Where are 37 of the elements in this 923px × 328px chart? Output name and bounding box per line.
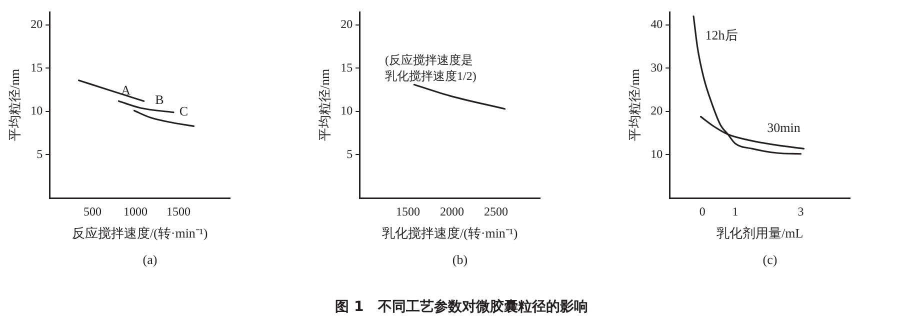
y-tick-label: 10 xyxy=(340,104,353,118)
y-axis-title: 平均粒径/nm xyxy=(317,68,332,142)
y-tick-label: 15 xyxy=(340,60,353,74)
y-axis-title: 平均粒径/nm xyxy=(627,68,642,142)
y-tick-label: 20 xyxy=(340,17,353,32)
x-tick-label: 1 xyxy=(732,204,738,218)
line-series xyxy=(692,16,802,155)
text: (a) xyxy=(142,252,158,268)
x-tick-label: 3 xyxy=(798,204,804,218)
y-tick-label: 15 xyxy=(30,60,43,74)
x-tick-label: 1500 xyxy=(166,204,190,218)
series-label: C xyxy=(179,104,188,119)
x-tick-label: 2500 xyxy=(484,204,508,218)
text: (c) xyxy=(762,252,778,268)
y-axis-title: 平均粒径/nm xyxy=(7,68,22,142)
x-tick-label: 1500 xyxy=(396,204,420,218)
y-tick-label: 30 xyxy=(650,60,663,74)
y-tick-label: 20 xyxy=(650,104,663,118)
series-label: 12h后 xyxy=(705,28,738,43)
x-tick-label: 0 xyxy=(699,204,706,218)
y-tick-label: 20 xyxy=(30,17,43,32)
x-tick-label: 500 xyxy=(84,204,102,218)
text: (b) xyxy=(451,252,469,268)
y-tick-label: 10 xyxy=(650,146,663,161)
series-label: 30min xyxy=(767,120,801,136)
x-axis-title: 反应搅拌速度/(转·min⁻¹) xyxy=(72,226,208,241)
x-axis-title: 乳化剂用量/mL xyxy=(716,226,804,241)
y-tick-label: 5 xyxy=(346,146,353,161)
x-axis-title: 乳化搅拌速度/(转·min⁻¹) xyxy=(382,226,518,241)
caption: 图 1 不同工艺参数对微胶囊粒径的影响 xyxy=(334,298,589,316)
annotation: (反应搅拌速度是乳化搅拌速度1/2) xyxy=(385,52,477,84)
series-label: B xyxy=(155,92,164,107)
x-tick-label: 2000 xyxy=(440,204,464,218)
y-tick-label: 40 xyxy=(650,17,663,32)
y-tick-label: 10 xyxy=(30,104,43,118)
x-tick-label: 1000 xyxy=(124,204,148,218)
y-tick-label: 5 xyxy=(36,146,43,161)
